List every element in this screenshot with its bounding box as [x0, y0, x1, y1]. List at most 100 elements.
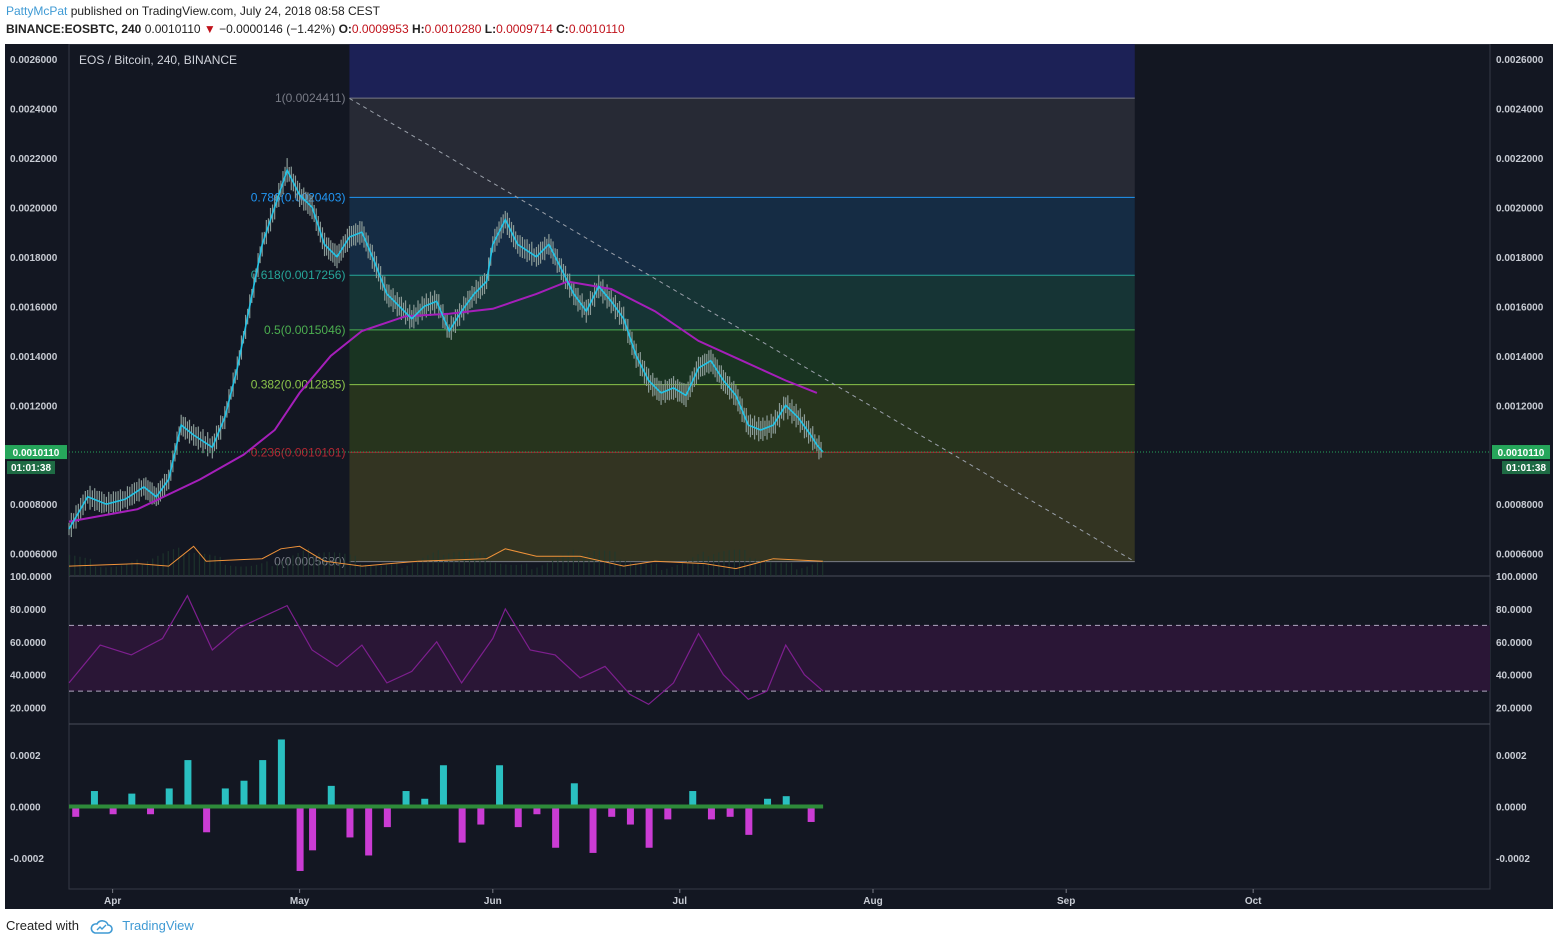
volume-bar: [494, 562, 497, 576]
volume-bar: [463, 551, 465, 576]
momentum-bar: [309, 806, 317, 851]
volume-bar: [370, 565, 372, 576]
volume-bar: [489, 561, 491, 576]
rsi-axis-label-right: 40.0000: [1496, 671, 1533, 682]
momentum-bar: [421, 798, 429, 807]
rsi-axis-label-left: 80.0000: [10, 605, 47, 616]
volume-bar: [770, 561, 772, 576]
price-axis-label-right: 0.0026000: [1496, 55, 1544, 66]
volume-bar: [209, 554, 211, 576]
volume-bar: [666, 568, 668, 576]
slow-ma-line: [68, 280, 818, 523]
volume-bar: [126, 563, 128, 576]
volume-bar: [323, 552, 325, 576]
rsi-axis-label-right: 80.0000: [1496, 605, 1533, 616]
volume-bar: [510, 564, 512, 576]
volume-bar: [609, 551, 611, 576]
created-with-text: Created with: [6, 918, 79, 933]
price-axis-label-right: 0.0012000: [1496, 401, 1544, 412]
momentum-bar: [514, 806, 522, 828]
volume-bar: [188, 553, 190, 576]
chart-canvas[interactable]: 1(0.0024411)0.786(0.0020403)0.618(0.0017…: [5, 44, 1553, 909]
tradingview-link[interactable]: TradingView: [122, 918, 194, 933]
countdown-badge: [1502, 461, 1550, 475]
volume-bar: [136, 559, 138, 576]
volume-bar: [230, 565, 232, 576]
volume-bar: [796, 569, 798, 576]
volume-bar: [718, 552, 720, 576]
volume-bar: [162, 553, 164, 576]
price-axis-label-left: 0.0016000: [10, 302, 58, 313]
volume-bar: [541, 565, 543, 576]
fib-level-label: 0.236(0.0010101): [251, 445, 346, 459]
momentum-axis-label-left: 0.0000: [10, 803, 41, 814]
volume-bar: [728, 550, 730, 576]
momentum-bar: [277, 739, 285, 807]
momentum-bar: [296, 806, 304, 871]
momentum-bar: [147, 806, 155, 815]
price-axis-label-left: 0.0014000: [10, 352, 58, 363]
volume-bar: [271, 566, 273, 576]
momentum-bar: [346, 806, 354, 838]
momentum-bar: [589, 806, 597, 853]
volume-bar: [603, 550, 606, 576]
volume-bar: [79, 556, 81, 576]
price-axis-label-left: 0.0006000: [10, 550, 58, 561]
momentum-bar: [570, 783, 578, 807]
fast-ema-line: [68, 168, 824, 530]
volume-bar: [515, 564, 517, 576]
momentum-bar: [707, 806, 715, 820]
low-value: 0.0009714: [496, 22, 553, 36]
volume-bar: [583, 552, 585, 576]
publish-header: PattyMcPat published on TradingView.com,…: [0, 0, 1560, 44]
volume-bar: [131, 561, 133, 576]
momentum-bar: [109, 806, 117, 815]
time-axis-label: Apr: [104, 896, 121, 907]
volume-bar: [297, 552, 299, 576]
rsi-axis-label-left: 100.0000: [10, 572, 52, 583]
volume-bar: [318, 553, 320, 576]
momentum-bar: [365, 806, 373, 856]
price-axis-label-right: 0.0022000: [1496, 154, 1544, 165]
volume-bar: [744, 550, 746, 576]
chart-frame[interactable]: 1(0.0024411)0.786(0.0020403)0.618(0.0017…: [5, 44, 1553, 909]
volume-bar: [650, 564, 652, 576]
volume-bar: [235, 566, 237, 576]
momentum-axis-label-right: -0.0002: [1496, 854, 1530, 865]
momentum-bar: [726, 806, 734, 817]
momentum-bar: [383, 806, 391, 828]
volume-bar: [484, 553, 486, 576]
volume-bar: [624, 560, 626, 576]
momentum-bar: [402, 791, 410, 807]
publish-line: PattyMcPat published on TradingView.com,…: [6, 4, 380, 18]
volume-bar: [115, 566, 117, 576]
momentum-bar: [439, 765, 447, 807]
time-axis-label: Oct: [1245, 896, 1262, 907]
volume-bar: [219, 556, 221, 576]
volume-bar: [328, 552, 330, 576]
volume-bar: [313, 554, 315, 576]
price-axis-label-right: 0.0014000: [1496, 352, 1544, 363]
high-label: H:: [411, 22, 425, 36]
last-price-badge: [5, 445, 67, 460]
symbol-label: BINANCE:EOSBTC, 240: [6, 22, 142, 36]
momentum-axis-label-left: -0.0002: [10, 854, 44, 865]
volume-bar: [557, 557, 559, 576]
volume-bar: [692, 557, 694, 576]
momentum-bar: [327, 785, 335, 807]
volume-bar: [536, 567, 538, 576]
volume-bar: [89, 558, 91, 576]
fib-zone-extension: [349, 44, 1135, 99]
volume-bar: [261, 563, 263, 576]
volume-bar: [204, 553, 206, 576]
momentum-bar: [240, 780, 248, 807]
volume-bar: [385, 565, 388, 576]
momentum-bar: [72, 806, 80, 817]
volume-bar: [676, 564, 678, 576]
price-axis-label-right: 0.0006000: [1496, 550, 1544, 561]
volume-bar: [198, 553, 201, 576]
rsi-axis-label-left: 60.0000: [10, 638, 47, 649]
author-link[interactable]: PattyMcPat: [6, 4, 68, 18]
momentum-bar: [782, 796, 790, 807]
volume-bar: [214, 555, 216, 576]
